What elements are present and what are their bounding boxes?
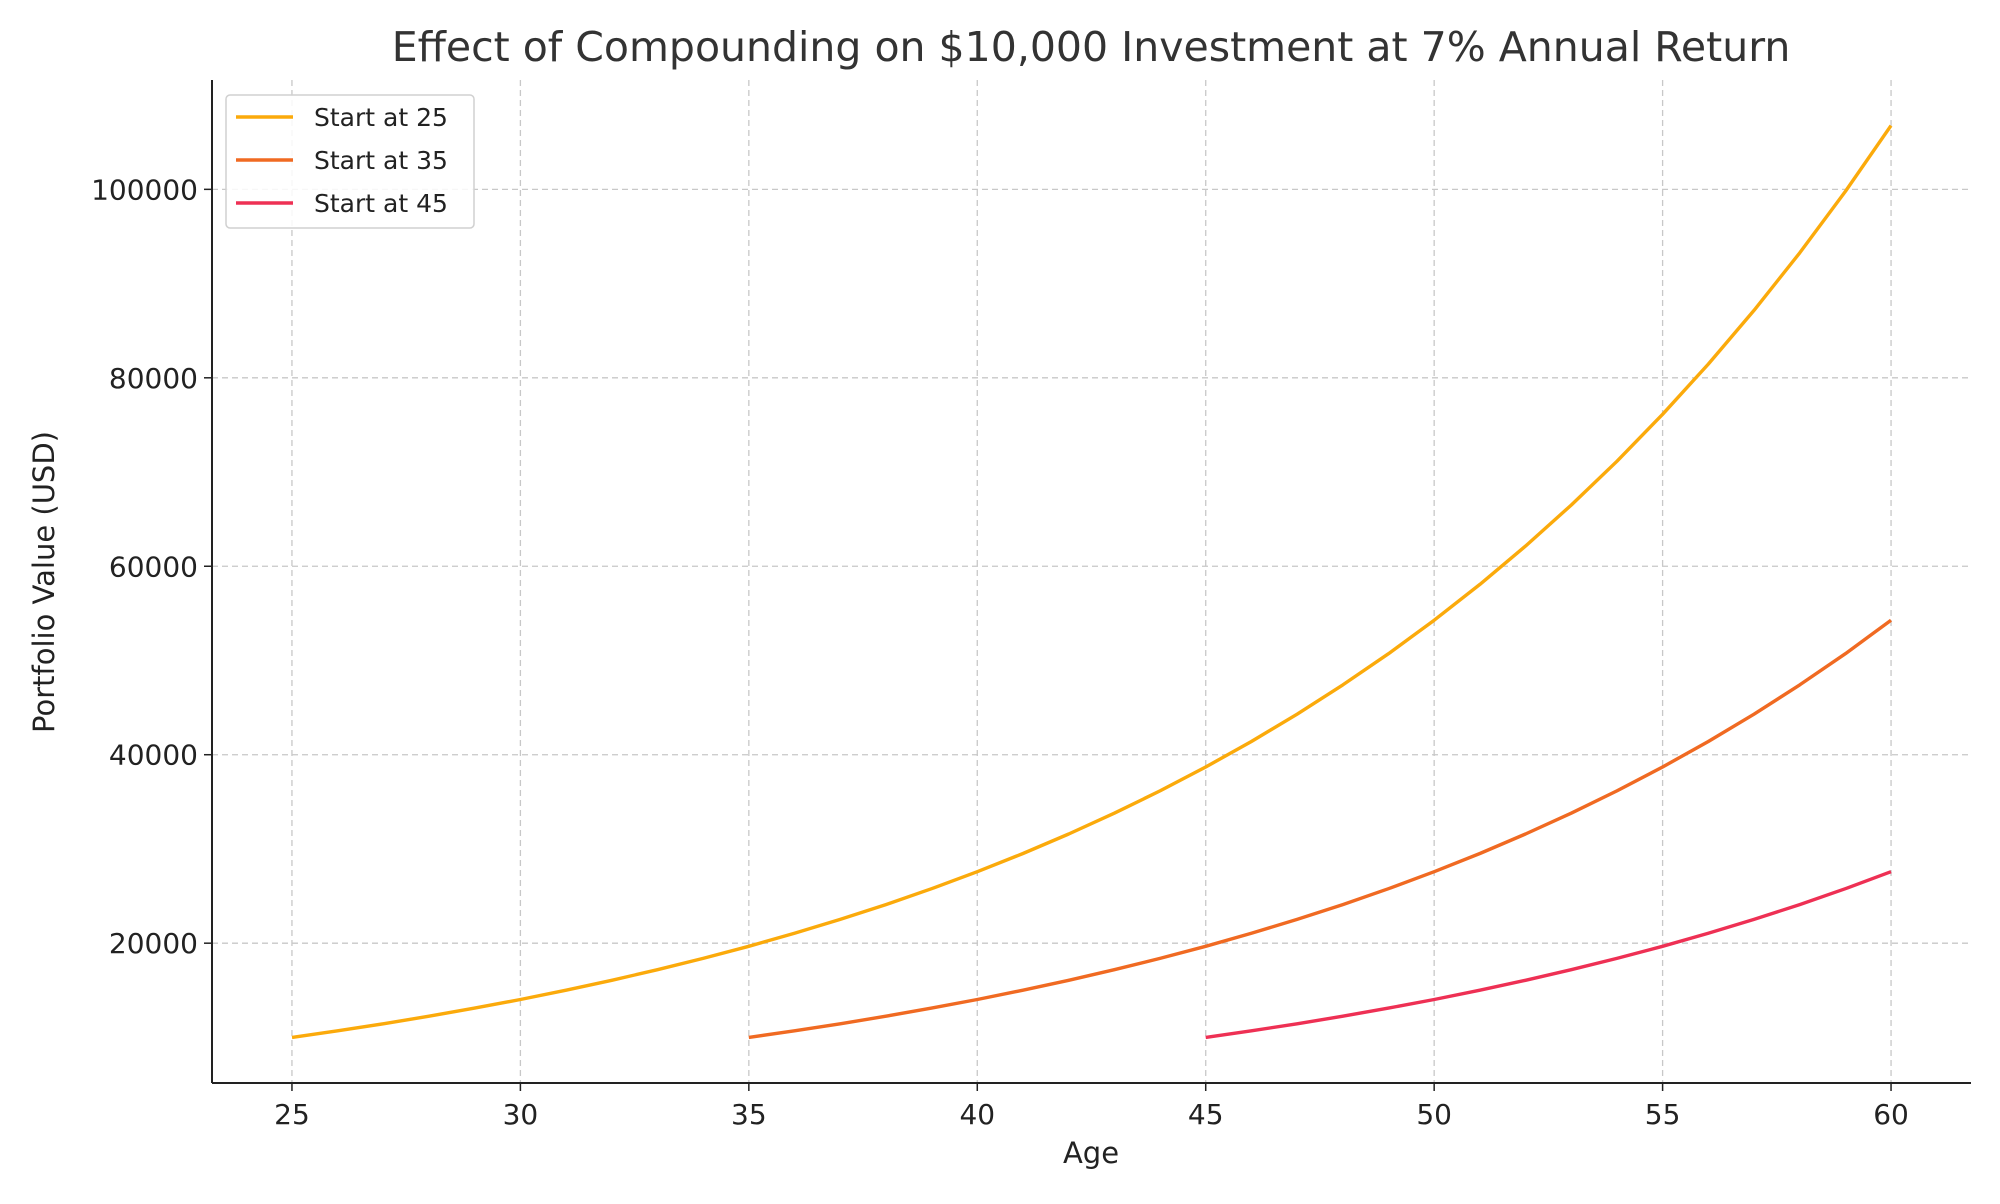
y-tick-label: 40000 [109,739,198,772]
x-axis-label: Age [1063,1136,1119,1170]
y-tick-label: 20000 [109,927,198,960]
x-tick-label: 55 [1645,1098,1681,1131]
y-tick-label: 60000 [109,550,198,583]
legend: Start at 25 Start at 35 Start at 45 [225,94,475,229]
chart-title: Effect of Compounding on $10,000 Investm… [392,23,1791,71]
x-ticks: 25 30 35 40 45 50 55 60 [274,1083,1909,1131]
x-tick-label: 40 [959,1098,995,1131]
series-line-start-at-25 [291,124,1893,1040]
legend-label: Start at 25 [314,103,448,132]
x-tick-label: 35 [731,1098,767,1131]
y-ticks: 20000 40000 60000 80000 100000 [91,173,212,960]
x-tick-label: 45 [1188,1098,1224,1131]
x-tick-label: 25 [274,1098,310,1131]
axes [211,80,1971,1084]
legend-label: Start at 35 [314,146,448,175]
series-line-start-at-45 [1205,870,1892,1040]
series-lines [291,124,1893,1040]
y-tick-label: 80000 [109,362,198,395]
legend-box [225,94,475,229]
x-tick-label: 50 [1416,1098,1452,1131]
x-tick-label: 60 [1873,1098,1909,1131]
series-line-start-at-35 [748,618,1893,1040]
legend-label: Start at 45 [314,189,448,218]
grid [212,80,1971,1083]
y-axis-label: Portfolio Value (USD) [27,431,61,733]
x-tick-label: 30 [503,1098,539,1131]
y-tick-label: 100000 [91,173,198,206]
